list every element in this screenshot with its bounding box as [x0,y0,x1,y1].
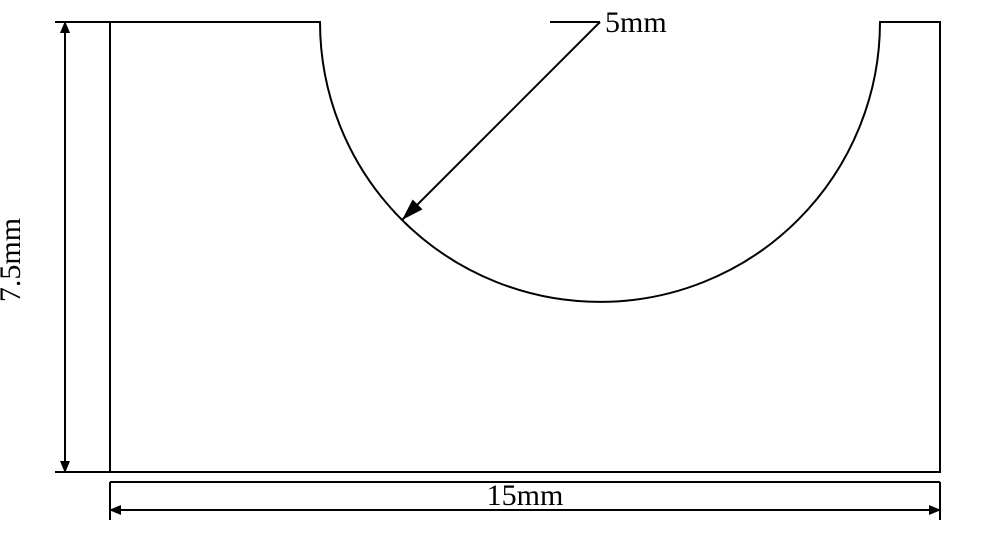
dim-height-label: 7.5mm [0,218,27,302]
dim-width: 15mm [110,479,940,520]
engineering-diagram: 7.5mm 15mm 5mm [0,0,1000,533]
dim-radius-leader [402,22,600,220]
dim-radius: 5mm [394,6,667,228]
dim-width-label: 15mm [487,479,564,512]
dim-height: 7.5mm [0,22,110,472]
profile-outline [110,22,940,472]
dim-radius-label: 5mm [605,6,667,39]
